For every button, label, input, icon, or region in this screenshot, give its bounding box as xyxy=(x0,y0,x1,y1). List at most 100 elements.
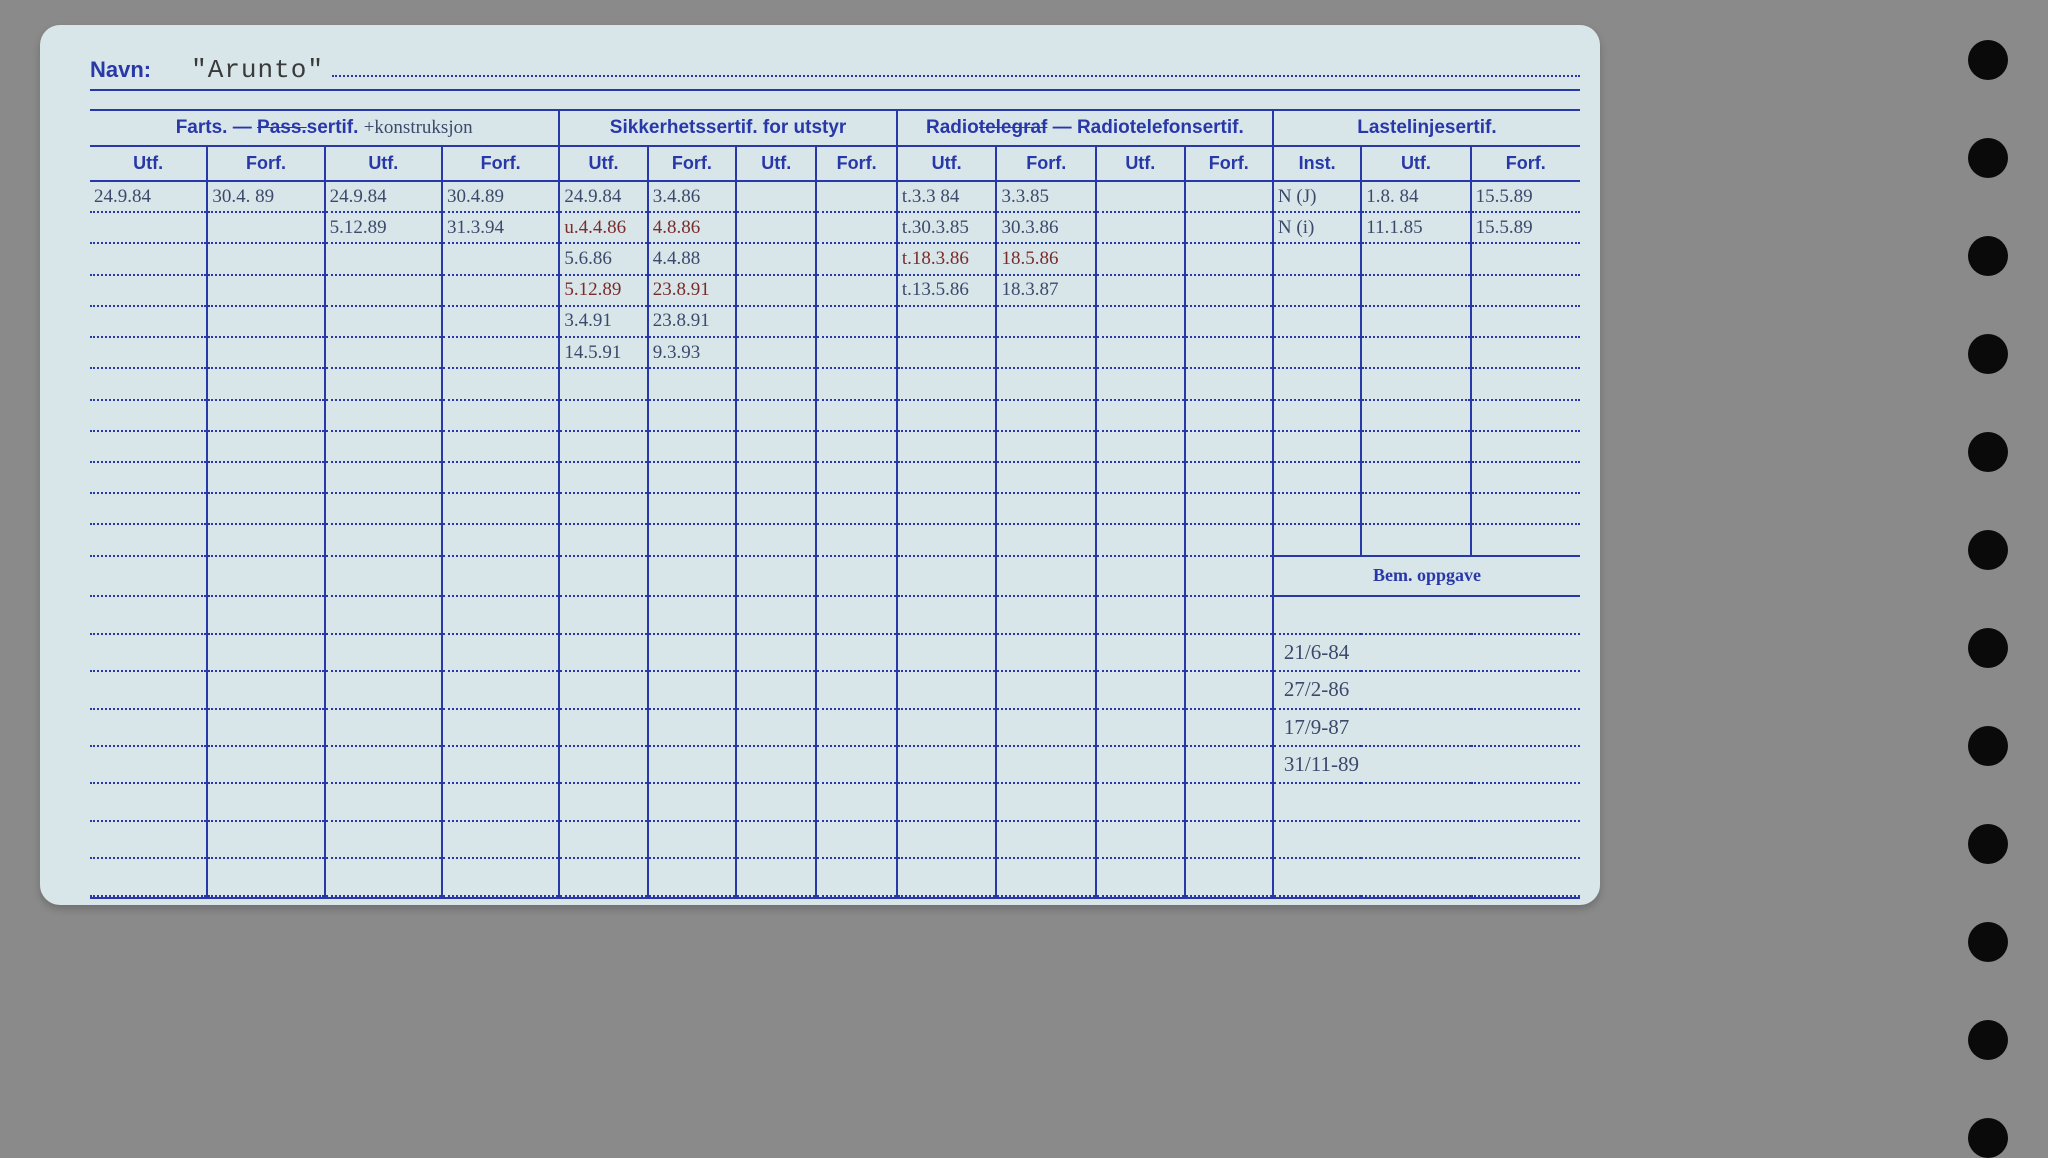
table-cell xyxy=(1096,746,1184,783)
table-cell xyxy=(1471,431,1580,462)
table-cell xyxy=(736,709,816,746)
table-cell xyxy=(1185,634,1273,671)
table-row: 5.6.864.4.88t.18.3.8618.5.86 xyxy=(90,243,1580,274)
table-cell xyxy=(1471,306,1580,337)
table-row: 31/11-89 xyxy=(90,746,1580,783)
table-row xyxy=(90,596,1580,633)
table-cell xyxy=(996,524,1096,555)
table-cell xyxy=(559,431,647,462)
table-cell xyxy=(1185,462,1273,493)
table-cell xyxy=(207,746,324,783)
table-cell: 3.3.85 xyxy=(996,181,1096,212)
table-row: 5.12.8931.3.94u.4.4.864.8.86t.30.3.8530.… xyxy=(90,212,1580,243)
table-cell: t.30.3.85 xyxy=(897,212,997,243)
table-row xyxy=(90,821,1580,858)
table-row: 27/2-86 xyxy=(90,671,1580,708)
table-cell xyxy=(442,306,559,337)
table-cell xyxy=(90,337,207,368)
table-cell xyxy=(559,400,647,431)
table-cell xyxy=(996,368,1096,399)
farts-handwritten-addition: +konstruksjon xyxy=(364,117,473,138)
table-cell: 4.8.86 xyxy=(648,212,736,243)
table-cell xyxy=(325,524,442,555)
table-cell xyxy=(90,306,207,337)
table-cell: 5.12.89 xyxy=(325,212,442,243)
table-cell xyxy=(207,462,324,493)
table-cell xyxy=(736,306,816,337)
table-cell xyxy=(90,243,207,274)
sub-header-row: Utf. Forf. Utf. Forf. Utf. Forf. Utf. Fo… xyxy=(90,146,1580,181)
table-cell xyxy=(90,821,207,858)
table-cell xyxy=(736,243,816,274)
table-cell xyxy=(1273,306,1361,337)
table-cell xyxy=(1273,243,1361,274)
table-cell xyxy=(207,671,324,708)
table-cell xyxy=(207,368,324,399)
table-cell xyxy=(648,524,736,555)
table-cell xyxy=(325,671,442,708)
table-cell xyxy=(1185,181,1273,212)
table-cell xyxy=(736,337,816,368)
table-cell xyxy=(816,243,896,274)
table-cell xyxy=(90,212,207,243)
table-cell xyxy=(442,462,559,493)
binder-hole xyxy=(1968,824,2008,864)
table-cell xyxy=(442,431,559,462)
table-cell xyxy=(897,306,997,337)
table-cell xyxy=(736,431,816,462)
table-cell xyxy=(442,821,559,858)
table-cell xyxy=(996,556,1096,597)
table-cell xyxy=(816,212,896,243)
table-cell xyxy=(1096,337,1184,368)
table-cell xyxy=(1471,493,1580,524)
table-cell xyxy=(1185,746,1273,783)
table-cell xyxy=(1096,493,1184,524)
table-cell xyxy=(90,368,207,399)
table-cell xyxy=(996,337,1096,368)
table-cell xyxy=(1096,431,1184,462)
table-cell xyxy=(559,634,647,671)
table-cell xyxy=(897,556,997,597)
table-cell xyxy=(897,431,997,462)
table-cell xyxy=(325,306,442,337)
table-cell xyxy=(736,181,816,212)
table-row xyxy=(90,462,1580,493)
table-cell xyxy=(736,746,816,783)
table-cell xyxy=(897,596,997,633)
table-cell xyxy=(559,858,647,896)
table-cell xyxy=(90,556,207,597)
bem-oppgave-entry: 17/9-87 xyxy=(1273,709,1580,746)
table-cell xyxy=(1471,462,1580,493)
table-cell xyxy=(1185,243,1273,274)
binder-hole xyxy=(1968,1118,2008,1158)
table-cell xyxy=(207,243,324,274)
table-cell: u.4.4.86 xyxy=(559,212,647,243)
table-cell: 23.8.91 xyxy=(648,306,736,337)
col-sik-forf2: Forf. xyxy=(816,146,896,181)
table-body: 24.9.8430.4. 8924.9.8430.4.8924.9.843.4.… xyxy=(90,181,1580,896)
table-cell xyxy=(1185,368,1273,399)
table-cell xyxy=(816,306,896,337)
table-cell xyxy=(1096,275,1184,306)
table-row xyxy=(90,783,1580,820)
table-cell xyxy=(736,524,816,555)
binder-hole xyxy=(1968,922,2008,962)
table-cell xyxy=(207,306,324,337)
table-cell xyxy=(442,243,559,274)
table-cell xyxy=(816,400,896,431)
table-cell xyxy=(90,596,207,633)
table-cell xyxy=(897,671,997,708)
table-cell xyxy=(816,524,896,555)
table-row: 24.9.8430.4. 8924.9.8430.4.8924.9.843.4.… xyxy=(90,181,1580,212)
table-cell xyxy=(1361,431,1470,462)
table-row: 14.5.919.3.93 xyxy=(90,337,1580,368)
table-cell xyxy=(1273,337,1361,368)
binder-hole xyxy=(1968,138,2008,178)
table-cell xyxy=(736,400,816,431)
table-cell xyxy=(325,400,442,431)
table-cell: 4.4.88 xyxy=(648,243,736,274)
table-cell xyxy=(736,821,816,858)
table-cell xyxy=(207,493,324,524)
table-cell xyxy=(1096,462,1184,493)
table-cell xyxy=(816,821,896,858)
